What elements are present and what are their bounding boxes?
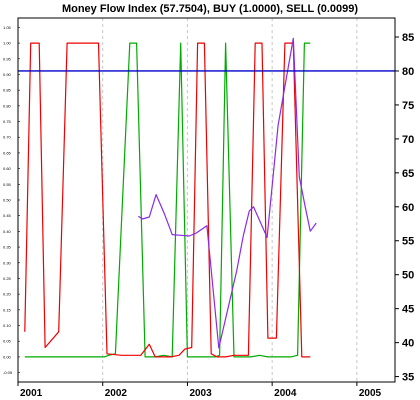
chart-title: Money Flow Index (57.7504), BUY (1.0000)… bbox=[62, 3, 358, 15]
x-tick-label: 2002 bbox=[105, 388, 128, 399]
series-layer bbox=[24, 37, 317, 358]
x-tick-label: 2004 bbox=[274, 388, 297, 399]
right-tick-label: 75 bbox=[402, 100, 414, 112]
left-tick-label: 0.55 bbox=[3, 182, 12, 187]
right-tick-label: 70 bbox=[402, 134, 414, 146]
left-tick-label: 0.60 bbox=[3, 166, 12, 171]
right-tick-label: 50 bbox=[402, 270, 414, 282]
right-tick-label: 80 bbox=[402, 66, 414, 78]
left-tick-label: 0.30 bbox=[3, 260, 12, 265]
left-tick-label: 0.20 bbox=[3, 292, 12, 297]
x-tick-label: 2001 bbox=[20, 388, 43, 399]
series-line-sell bbox=[24, 42, 311, 358]
series-line-buy bbox=[24, 42, 311, 358]
right-tick-label: 60 bbox=[402, 202, 414, 214]
right-tick-label: 65 bbox=[402, 168, 414, 180]
right-tick-label: 55 bbox=[402, 236, 414, 248]
left-tick-label: 0.70 bbox=[3, 135, 12, 140]
right-axis: 85 80 75 70 65 60 55 50 45 40 35 bbox=[395, 32, 414, 384]
left-tick-label: 0.00 bbox=[3, 354, 12, 359]
right-tick-label: 85 bbox=[402, 32, 414, 44]
x-tick-label: 2005 bbox=[359, 388, 382, 399]
left-tick-label: 0.40 bbox=[3, 229, 12, 234]
left-tick-label: 1.00 bbox=[3, 41, 12, 46]
plot-frame bbox=[17, 17, 396, 383]
left-tick-label: 0.25 bbox=[3, 276, 12, 281]
left-tick-label: 0.35 bbox=[3, 245, 12, 250]
left-tick-label: 0.05 bbox=[3, 339, 12, 344]
left-tick-label: 0.65 bbox=[3, 150, 12, 155]
right-tick-label: 40 bbox=[402, 338, 414, 350]
x-axis: 2001 2002 2003 2004 2005 bbox=[17, 382, 382, 399]
series-line-mfi bbox=[137, 37, 317, 349]
right-tick-label: 45 bbox=[402, 304, 414, 316]
left-tick-label: 0.10 bbox=[3, 323, 12, 328]
left-tick-label: 0.95 bbox=[3, 56, 12, 61]
left-tick-label: 0.15 bbox=[3, 307, 12, 312]
right-tick-label: 35 bbox=[402, 372, 414, 384]
left-axis: 1.05 1.00 0.95 0.90 0.85 0.80 0.75 0.70 0.65 0.60… bbox=[3, 25, 20, 375]
left-tick-label: 0.80 bbox=[3, 103, 12, 108]
left-tick-label: -0.05 bbox=[3, 370, 13, 375]
left-tick-label: 0.50 bbox=[3, 198, 12, 203]
left-tick-label: 1.05 bbox=[3, 25, 12, 30]
left-tick-label: 0.85 bbox=[3, 88, 12, 93]
left-tick-label: 0.90 bbox=[3, 72, 12, 77]
left-tick-label: 0.45 bbox=[3, 213, 12, 218]
x-tick-label: 2003 bbox=[189, 388, 212, 399]
left-tick-label: 0.75 bbox=[3, 119, 12, 124]
